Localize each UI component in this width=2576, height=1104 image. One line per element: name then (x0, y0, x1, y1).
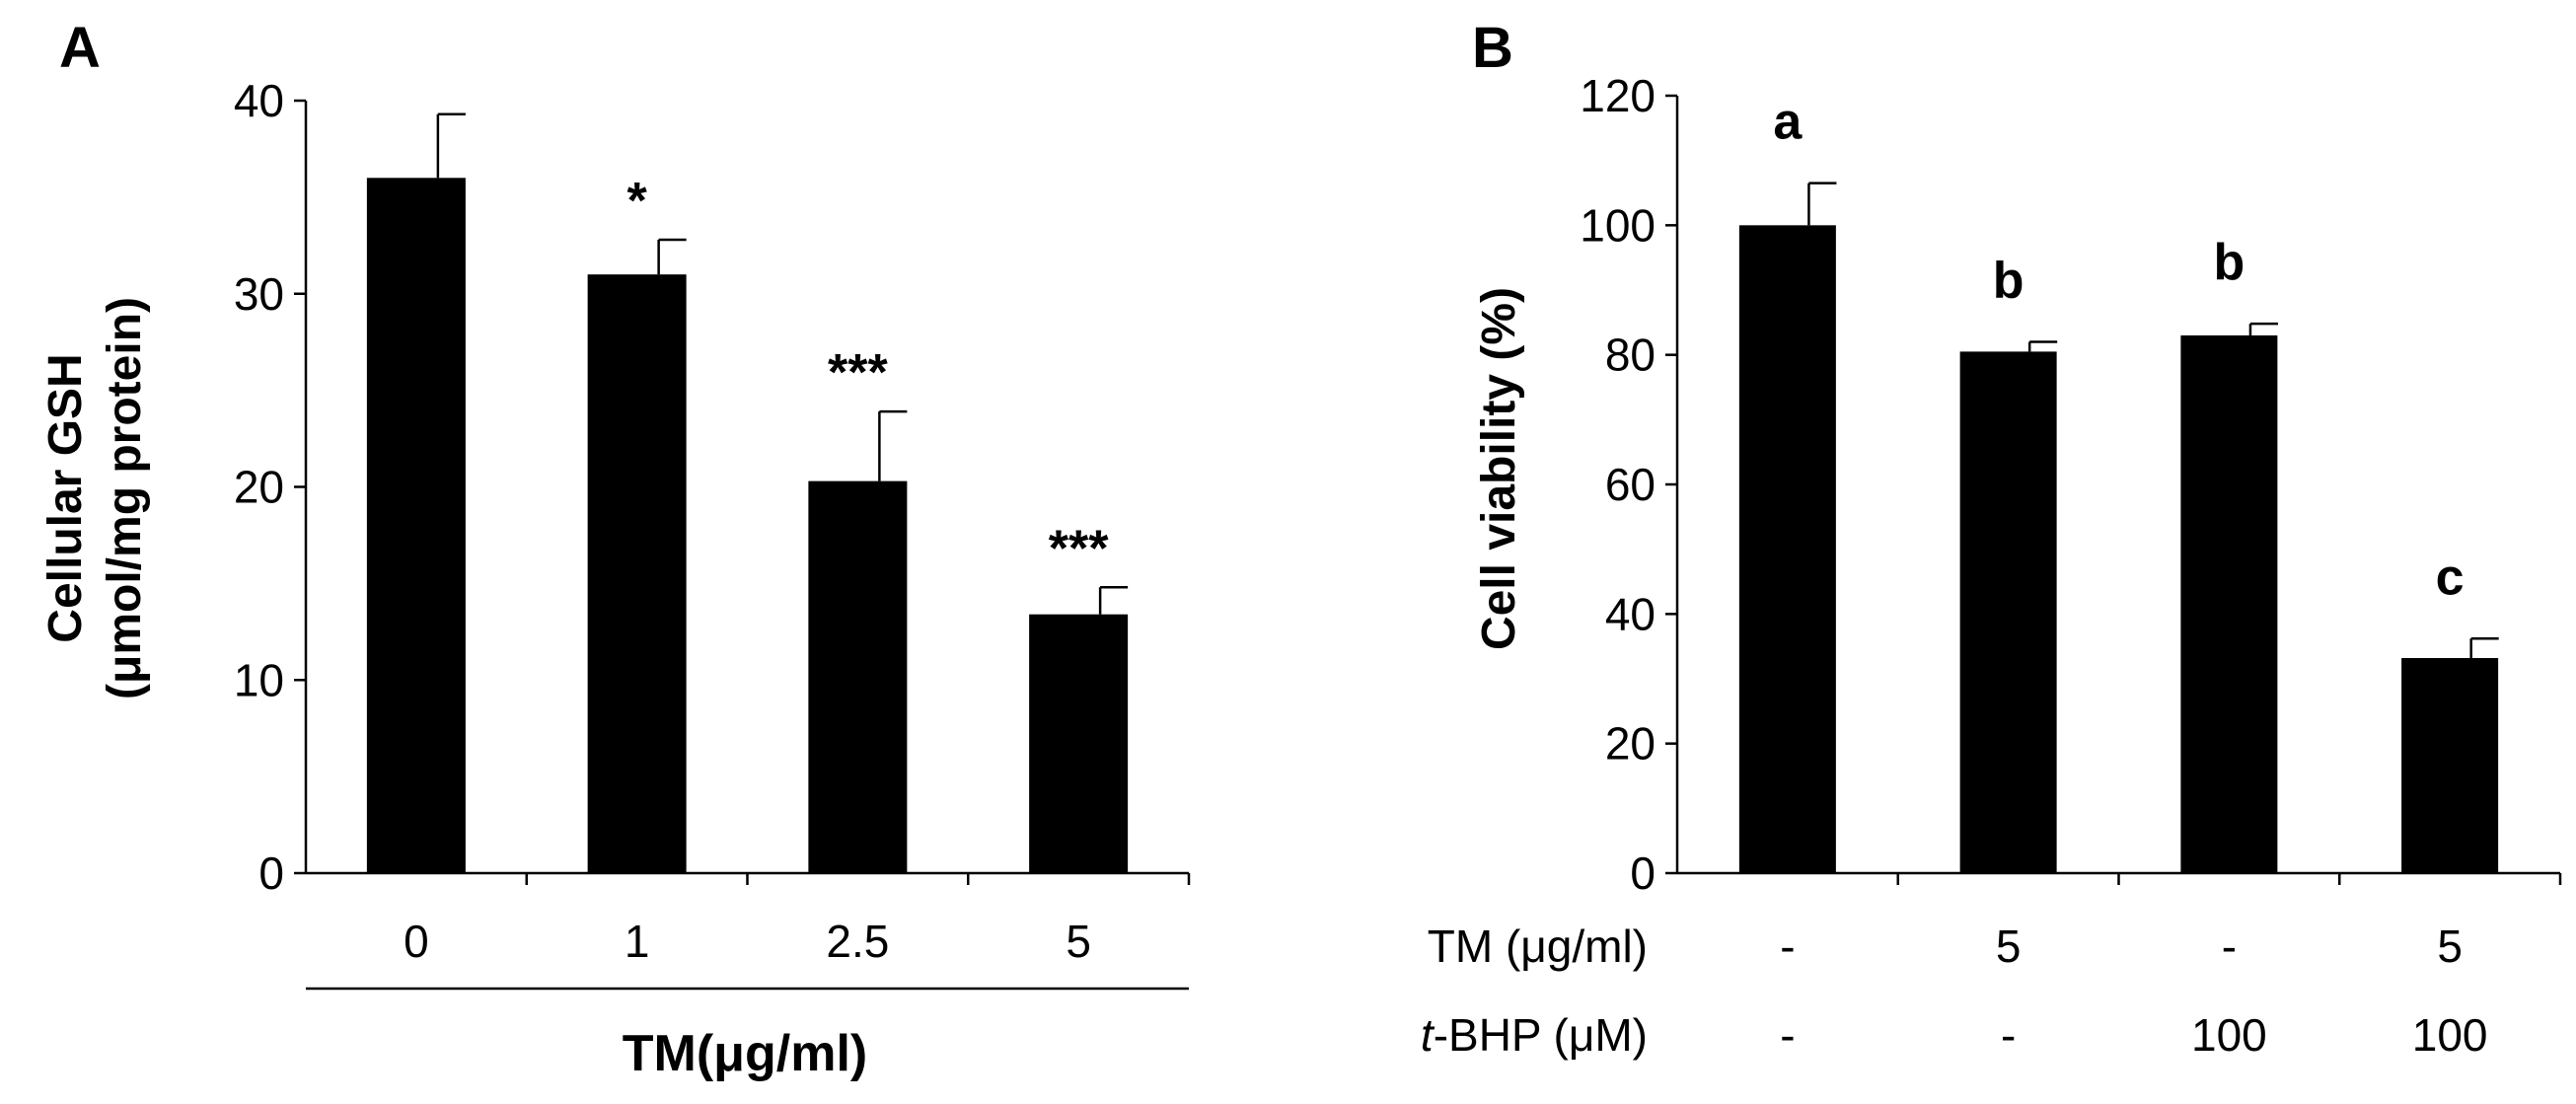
a-bar-0 (366, 178, 466, 874)
panel-b-letter: B (1472, 16, 1513, 80)
condition-cell: - (2222, 920, 2237, 972)
panel-a-x-tick-label: 2.5 (826, 916, 889, 967)
panel-a-x-tick-label: 0 (404, 916, 429, 967)
condition-cell: 100 (2412, 1009, 2488, 1061)
row-label-tbhp: t-BHP (μM) (1421, 1009, 1648, 1061)
a-y-tick-label: 10 (234, 654, 284, 705)
b-y-tick-label: 60 (1605, 459, 1656, 510)
b-annotation-0: a (1773, 94, 1803, 151)
a-annotation-2: *** (828, 344, 888, 402)
panel-b-bars: a b b c (1738, 94, 2499, 874)
panel-b-y-label: Cell viability (%) (1473, 287, 1525, 650)
condition-cell: 5 (1996, 920, 2022, 972)
b-annotation-3: c (2436, 549, 2465, 606)
b-bar-3 (2401, 657, 2499, 873)
panel-a-y-ticks: 0 10 20 30 40 (234, 75, 306, 899)
b-y-tick-label: 0 (1630, 847, 1656, 899)
row-label-tm: TM (μg/ml) (1428, 920, 1648, 972)
a-annotation-3: *** (1049, 520, 1109, 577)
panel-a-x-ticks: 0 1 2.5 5 (404, 916, 1091, 967)
condition-cell: - (2001, 1009, 2016, 1061)
panel-a-bars: ******* (366, 112, 1129, 874)
panel-a-letter: A (59, 16, 101, 80)
row-label-tbhp-rest: -BHP (μM) (1434, 1009, 1648, 1061)
a-bar-1 (587, 274, 687, 873)
a-y-tick-label: 40 (234, 75, 284, 126)
a-annotation-1: * (627, 173, 648, 230)
panel-a-y-label-line1: Cellular GSH (39, 353, 92, 642)
condition-cell: - (1780, 920, 1795, 972)
b-bar-0 (1738, 225, 1836, 874)
condition-cell: 100 (2191, 1009, 2267, 1061)
b-y-tick-label: 80 (1605, 330, 1656, 381)
panel-a-x-label: TM(μg/ml) (623, 1025, 867, 1082)
panel-b: B 0 20 40 60 80 100 120 a b b c Cell viability (%… (1421, 16, 2562, 1061)
a-bar-3 (1029, 614, 1129, 873)
panel-a-y-label-line2: (μmol/mg protein) (99, 297, 151, 699)
b-y-tick-label: 100 (1580, 199, 1656, 251)
b-annotation-2: b (2213, 234, 2245, 291)
b-y-tick-label: 20 (1605, 718, 1656, 770)
b-y-tick-label: 120 (1580, 70, 1656, 121)
b-annotation-1: b (1993, 253, 2024, 310)
panel-a-x-tick-label: 5 (1066, 916, 1091, 967)
a-y-tick-label: 20 (234, 462, 284, 513)
row-label-tbhp-italic: t (1421, 1009, 1435, 1061)
b-y-tick-label: 40 (1605, 588, 1656, 639)
a-y-tick-label: 0 (258, 847, 284, 899)
panel-b-condition-table: TM (μg/ml) t-BHP (μM) - - 5 - - 100 5 100 (1421, 920, 2488, 1061)
panel-b-y-ticks: 0 20 40 60 80 100 120 (1580, 70, 1677, 899)
condition-cell: 5 (2437, 920, 2463, 972)
a-bar-2 (808, 480, 908, 873)
b-bar-1 (1959, 351, 2057, 874)
panel-a-x-tick-label: 1 (625, 916, 650, 967)
a-y-tick-label: 30 (234, 268, 284, 320)
condition-cell: - (1780, 1009, 1795, 1061)
b-bar-2 (2180, 334, 2278, 873)
